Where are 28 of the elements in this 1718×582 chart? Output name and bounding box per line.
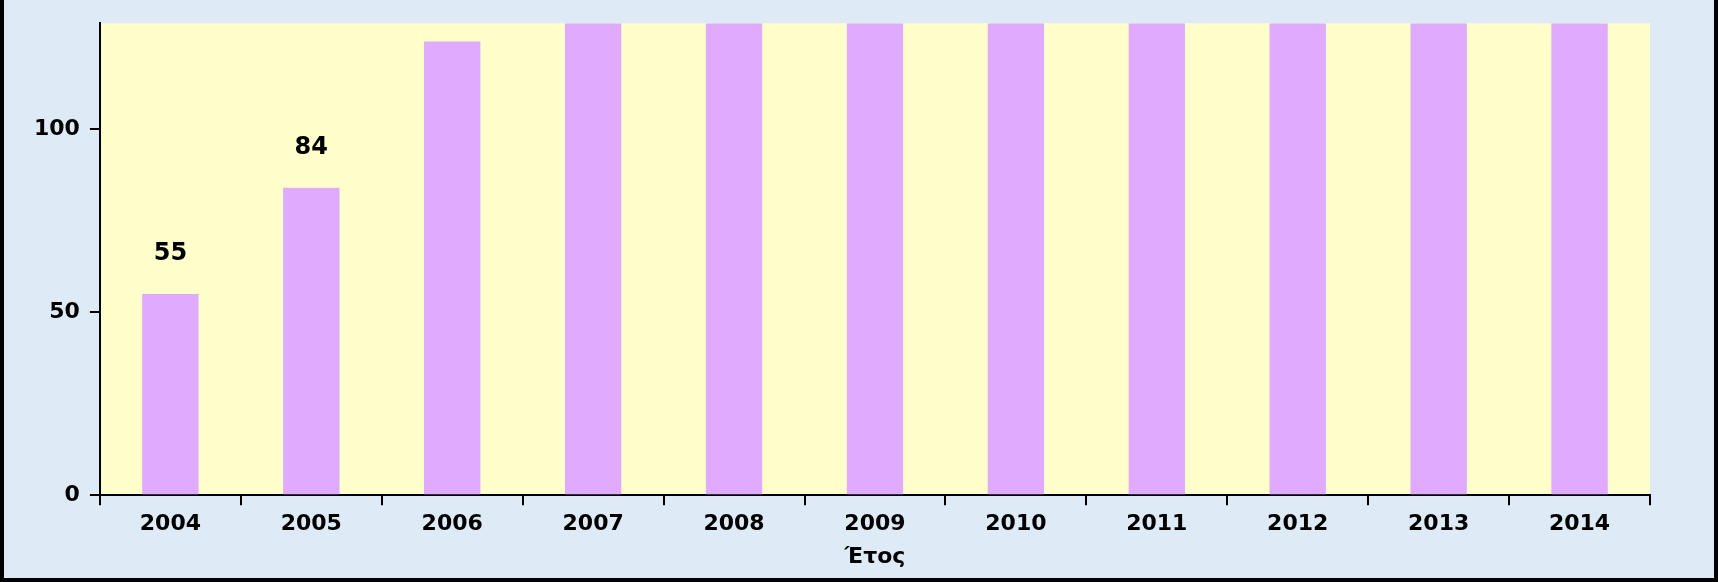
bar (1410, 23, 1467, 495)
bar (1551, 23, 1608, 495)
bar (283, 187, 340, 495)
x-tick-label: 2004 (139, 510, 201, 536)
x-axis-title: Έτος (843, 542, 906, 568)
x-tick-label: 2013 (1408, 510, 1470, 536)
data-label: 84 (294, 132, 328, 161)
x-tick-label: 2014 (1548, 510, 1611, 536)
bar (142, 293, 199, 495)
y-tick-label: 0 (64, 480, 80, 506)
bar (705, 23, 763, 495)
bar (1128, 23, 1185, 495)
bar (424, 41, 481, 495)
y-tick-label: 100 (33, 115, 80, 141)
bar (1269, 23, 1326, 495)
x-tick-label: 2008 (703, 510, 765, 536)
bar (987, 23, 1045, 495)
x-tick-label: 2007 (562, 510, 624, 536)
data-label: 55 (153, 238, 188, 267)
x-tick-label: 2006 (421, 510, 483, 536)
x-tick-label: 2011 (1126, 510, 1188, 536)
bar (564, 23, 622, 495)
x-tick-label: 2005 (280, 510, 342, 536)
x-tick-label: 2010 (985, 510, 1047, 536)
bar (846, 23, 904, 495)
x-tick-label: 2012 (1267, 510, 1329, 536)
y-tick-label: 50 (49, 297, 80, 323)
x-tick-label: 2009 (844, 510, 906, 536)
